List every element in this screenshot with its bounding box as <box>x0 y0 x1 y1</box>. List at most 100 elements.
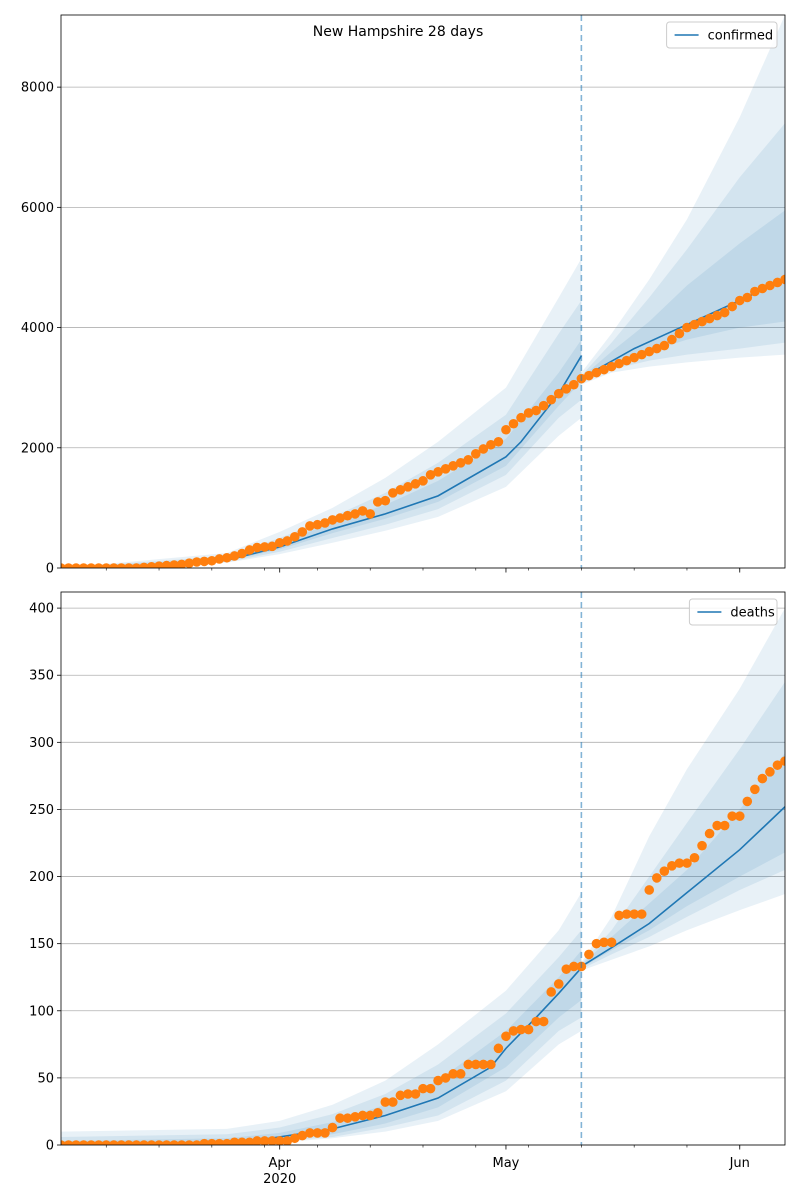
observed-point <box>425 1083 436 1094</box>
observed-point <box>659 866 670 876</box>
observed-point <box>591 367 602 378</box>
observed-point <box>569 961 579 972</box>
observed-point <box>470 1059 481 1070</box>
observed-point <box>470 448 481 459</box>
observed-point <box>788 272 798 282</box>
fit-band-1 <box>61 930 582 1145</box>
observed-point <box>629 352 639 363</box>
x-tick-label: Jun <box>729 1156 750 1171</box>
observed-point <box>207 1138 217 1145</box>
observed-point <box>350 509 360 519</box>
observed-point <box>704 313 715 324</box>
observed-point <box>297 1130 308 1141</box>
observed-point <box>229 551 240 561</box>
observed-point <box>493 436 504 447</box>
observed-point <box>131 1140 142 1145</box>
observed-point <box>169 560 179 568</box>
observed-point <box>395 485 406 495</box>
observed-point <box>546 987 557 997</box>
observed-point <box>584 949 594 960</box>
observed-point <box>289 531 300 542</box>
observed-point <box>214 554 225 564</box>
observed-point <box>154 561 164 568</box>
observed-point <box>357 506 368 516</box>
observed-point <box>86 1140 96 1145</box>
observed-point <box>478 1059 489 1070</box>
observed-point <box>244 545 255 555</box>
legend-label: deaths <box>730 606 775 621</box>
observed-point <box>734 295 745 306</box>
observed-point <box>538 1016 549 1027</box>
observed-point <box>689 319 700 330</box>
forecast-band-0 <box>581 608 785 971</box>
observed-point <box>788 756 798 766</box>
observed-point <box>342 1113 353 1123</box>
observed-point <box>101 1140 112 1145</box>
observed-point <box>508 418 519 429</box>
observed-point <box>682 322 692 333</box>
observed-point <box>523 1024 534 1035</box>
observed-point <box>697 840 707 851</box>
observed-point <box>267 1136 277 1145</box>
observed-point <box>388 1097 398 1107</box>
confirmed-panel: 0 2000 4000 6000 8000 confirmed <box>21 14 798 577</box>
observed-point <box>380 1097 391 1107</box>
observed-point <box>599 364 609 375</box>
observed-point <box>71 1140 81 1145</box>
observed-point <box>561 964 572 974</box>
observed-point <box>418 1083 428 1094</box>
observed-point <box>765 280 775 291</box>
observed-point <box>765 767 775 777</box>
observed-point <box>259 542 270 552</box>
observed-point <box>139 1140 149 1145</box>
plot-area <box>61 15 798 568</box>
observed-point <box>403 1089 413 1099</box>
observed-point <box>651 873 662 883</box>
observed-point <box>214 1138 225 1145</box>
x-tick-label: Apr <box>268 1156 291 1171</box>
observed-point <box>395 1090 406 1101</box>
observed-point <box>365 1110 376 1121</box>
observed-point <box>772 760 783 770</box>
figure-title: New Hampshire 28 days <box>313 24 484 40</box>
observed-point <box>697 316 707 327</box>
observed-point <box>86 563 96 568</box>
observed-point <box>410 479 421 489</box>
observed-point <box>342 510 353 521</box>
observed-point <box>734 811 745 821</box>
legend: confirmed <box>666 21 778 49</box>
observed-point <box>154 1140 164 1145</box>
y-tick-label: 300 <box>29 736 54 751</box>
legend-box <box>666 21 778 49</box>
observed-point <box>357 1110 368 1121</box>
observed-point <box>372 497 383 507</box>
observed-point <box>516 412 526 423</box>
observed-point <box>569 379 579 390</box>
observed-point <box>199 556 210 567</box>
observed-point <box>727 301 738 312</box>
observed-point <box>719 307 730 318</box>
y-tick-label: 0 <box>46 1139 54 1154</box>
observed-point <box>335 513 345 523</box>
observed-point <box>636 349 647 360</box>
x-tick-sublabel: 2020 <box>263 1172 296 1187</box>
observed-point <box>719 820 730 831</box>
observed-point <box>614 358 624 369</box>
observed-point <box>674 328 685 339</box>
legend: deaths <box>688 598 778 626</box>
legend-box <box>688 598 778 626</box>
observed-point <box>644 885 655 895</box>
observed-point <box>448 461 458 471</box>
observed-point <box>350 1112 360 1122</box>
observed-point <box>274 537 285 548</box>
observed-point <box>531 405 541 416</box>
observed-point <box>757 283 768 294</box>
observed-point <box>244 1137 255 1145</box>
observed-point <box>682 858 692 868</box>
observed-point <box>780 756 785 766</box>
observed-point <box>184 1140 195 1145</box>
observed-point <box>455 1069 466 1079</box>
observed-point <box>335 1113 345 1123</box>
observed-point <box>191 557 202 567</box>
